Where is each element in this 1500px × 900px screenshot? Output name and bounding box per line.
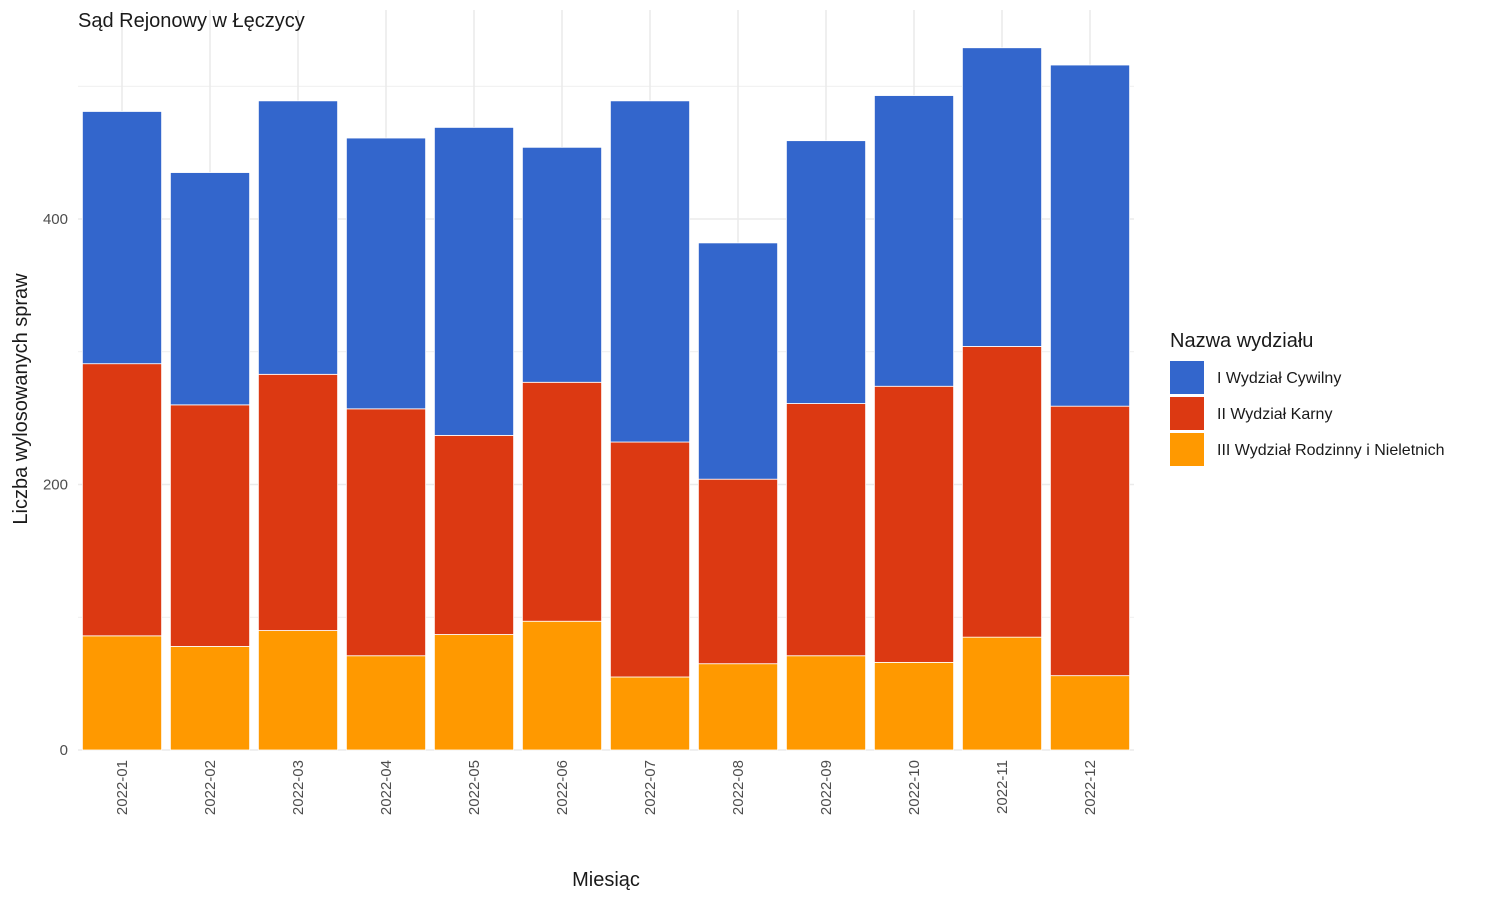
- bar-segment: [1050, 405, 1131, 677]
- x-tick-label: 2022-12: [1082, 760, 1099, 815]
- bar-segment: [257, 630, 338, 751]
- bar-segment: [698, 663, 779, 751]
- y-tick-label: 200: [43, 477, 68, 494]
- legend-swatch: [1170, 433, 1204, 466]
- bar-segment: [610, 100, 691, 443]
- bar-segment: [522, 146, 603, 383]
- y-tick-label: 0: [60, 742, 68, 759]
- bar-segment: [433, 434, 514, 635]
- x-tick-label: 2022-09: [818, 760, 835, 815]
- legend-label: I Wydział Cywilny: [1217, 370, 1341, 387]
- legend-title: Nazwa wydziału: [1170, 330, 1313, 352]
- bar-segment: [874, 661, 955, 751]
- bar-segment: [257, 100, 338, 375]
- bar-segment: [874, 385, 955, 663]
- bar-segment: [169, 646, 250, 751]
- bar-segment: [522, 620, 603, 751]
- bar-segment: [82, 635, 162, 751]
- bar-segment: [169, 404, 250, 647]
- x-tick-label: 2022-06: [554, 760, 571, 815]
- x-tick-label: 2022-03: [290, 760, 307, 815]
- bar-segment: [962, 47, 1043, 347]
- y-tick-label: 400: [43, 211, 68, 228]
- bar-segment: [345, 655, 426, 751]
- bar-segment: [962, 636, 1043, 751]
- x-tick-label: 2022-01: [114, 760, 131, 815]
- bar-segment: [962, 346, 1043, 638]
- bar-segment: [345, 408, 426, 657]
- bar-segment: [522, 381, 603, 622]
- y-tick-labels: 0 200 400: [43, 211, 68, 759]
- legend-label: II Wydział Karny: [1217, 406, 1332, 423]
- bar-segment: [433, 634, 514, 751]
- bar-segment: [257, 373, 338, 631]
- bar-segment: [1050, 675, 1131, 751]
- bars: [82, 47, 1131, 751]
- bar-segment: [698, 478, 779, 665]
- legend-items: I Wydział Cywilny II Wydział Karny III Wyd…: [1170, 361, 1445, 466]
- legend: Nazwa wydziału I Wydział Cywilny II Wydzi…: [1170, 330, 1445, 466]
- bar-segment: [786, 140, 867, 404]
- bar-segment: [610, 441, 691, 678]
- bar-segment: [345, 137, 426, 410]
- bar-segment: [610, 676, 691, 751]
- bar-segment: [786, 403, 867, 657]
- x-tick-label: 2022-10: [906, 760, 923, 815]
- bar-segment: [698, 242, 779, 480]
- x-tick-label: 2022-07: [642, 760, 659, 815]
- x-tick-label: 2022-08: [730, 760, 747, 815]
- bar-segment: [169, 172, 250, 406]
- x-tick-label: 2022-02: [202, 760, 219, 815]
- legend-label: III Wydział Rodzinny i Nieletnich: [1217, 442, 1445, 459]
- y-axis-title: Liczba wylosowanych spraw: [10, 273, 32, 525]
- chart-title: Sąd Rejonowy w Łęczycy: [78, 10, 305, 32]
- bar-segment: [1050, 64, 1131, 407]
- bar-segment: [82, 111, 162, 365]
- bar-segment: [786, 655, 867, 751]
- x-tick-label: 2022-05: [466, 760, 483, 815]
- bar-segment: [433, 127, 514, 436]
- bar-segment: [82, 363, 162, 637]
- bar-segment: [874, 95, 955, 387]
- legend-swatch: [1170, 397, 1204, 430]
- x-axis-title: Miesiąc: [572, 869, 640, 891]
- x-tick-labels: 2022-01 2022-02 2022-03 2022-04 2022-05 2022-…: [114, 760, 1099, 815]
- x-tick-label: 2022-04: [378, 760, 395, 815]
- x-tick-label: 2022-11: [994, 760, 1011, 814]
- legend-swatch: [1170, 361, 1204, 394]
